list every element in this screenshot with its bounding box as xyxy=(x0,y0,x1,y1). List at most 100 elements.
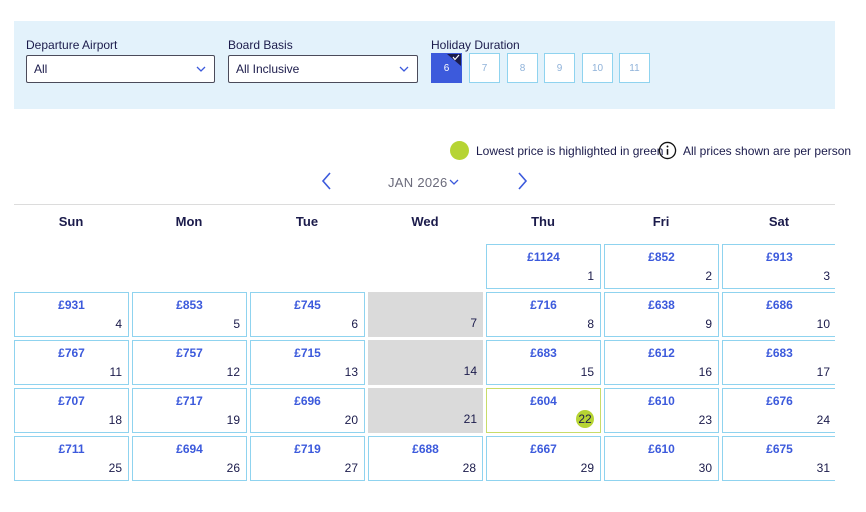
day-number: 1 xyxy=(587,269,594,283)
day-price: £711 xyxy=(58,442,85,456)
calendar-day-cell[interactable]: £711 25 xyxy=(14,436,129,481)
per-person-legend: All prices shown are per person xyxy=(683,144,852,158)
calendar-day-cell[interactable]: £696 20 xyxy=(250,388,365,433)
day-price: £767 xyxy=(58,346,85,360)
calendar-day-cell[interactable]: £612 16 xyxy=(604,340,719,385)
day-price: £1124 xyxy=(527,250,560,264)
day-price: £667 xyxy=(530,442,557,456)
day-price: £675 xyxy=(766,442,793,456)
duration-option-7[interactable]: 7 xyxy=(469,53,500,83)
calendar-day-cell[interactable]: £683 15 xyxy=(486,340,601,385)
calendar-day-cell[interactable]: £604 22 xyxy=(486,388,601,433)
weekday-fri: Fri xyxy=(652,214,670,229)
calendar-day-cell[interactable]: £715 13 xyxy=(250,340,365,385)
board-basis-select[interactable]: All Inclusive xyxy=(228,55,418,83)
day-number: 20 xyxy=(344,413,358,427)
calendar-day-unavailable: 7 xyxy=(368,292,483,337)
departure-airport-select[interactable]: All xyxy=(26,55,215,83)
day-price: £715 xyxy=(294,346,321,360)
day-number: 9 xyxy=(705,317,712,331)
weekday-tue: Tue xyxy=(295,214,319,229)
day-number: 10 xyxy=(816,317,830,331)
next-month-arrow-icon[interactable] xyxy=(515,172,529,190)
departure-airport-value: All xyxy=(34,62,48,76)
day-price: £694 xyxy=(176,442,203,456)
calendar-day-cell[interactable]: £931 4 xyxy=(14,292,129,337)
calendar-day-cell[interactable]: £707 18 xyxy=(14,388,129,433)
calendar-day-cell[interactable]: £757 12 xyxy=(132,340,247,385)
day-number: 27 xyxy=(344,461,358,475)
day-number: 13 xyxy=(344,365,358,379)
day-number: 24 xyxy=(816,413,830,427)
calendar-day-unavailable: 21 xyxy=(368,388,483,433)
day-price: £610 xyxy=(648,442,675,456)
calendar-day-cell[interactable]: £913 3 xyxy=(722,244,835,289)
weekday-mon: Mon xyxy=(175,214,203,229)
chevron-down-icon[interactable] xyxy=(449,177,459,187)
divider xyxy=(14,204,835,205)
day-number: 30 xyxy=(698,461,712,475)
calendar-day-cell[interactable]: £675 31 xyxy=(722,436,835,481)
duration-value: 6 xyxy=(443,63,450,74)
calendar-day-cell[interactable]: £852 2 xyxy=(604,244,719,289)
lowest-price-day-number: 22 xyxy=(576,410,594,428)
duration-option-9[interactable]: 9 xyxy=(544,53,575,83)
day-price: £757 xyxy=(176,346,203,360)
day-number: 4 xyxy=(115,317,122,331)
calendar-day-cell[interactable]: £853 5 xyxy=(132,292,247,337)
departure-airport-label: Departure Airport xyxy=(26,38,118,52)
day-price: £913 xyxy=(766,250,793,264)
calendar-day-cell[interactable]: £667 29 xyxy=(486,436,601,481)
weekday-sun: Sun xyxy=(58,214,84,229)
day-price: £604 xyxy=(530,394,557,408)
day-price: £853 xyxy=(176,298,203,312)
calendar-day-cell[interactable]: £716 8 xyxy=(486,292,601,337)
calendar-day-cell[interactable]: £676 24 xyxy=(722,388,835,433)
day-number: 31 xyxy=(816,461,830,475)
chevron-down-icon xyxy=(399,66,409,72)
calendar-day-unavailable: 14 xyxy=(368,340,483,385)
calendar-day-cell[interactable]: £610 23 xyxy=(604,388,719,433)
day-number: 12 xyxy=(226,365,240,379)
day-number: 14 xyxy=(463,364,477,378)
day-number: 15 xyxy=(580,365,594,379)
duration-value: 10 xyxy=(591,63,604,74)
month-selector[interactable]: JAN 2026 xyxy=(388,175,448,190)
calendar-grid: £1124 1 £852 2 £913 3 £931 4 £853 5 £745 6 7 £716 8 £63… xyxy=(14,243,835,485)
info-icon[interactable] xyxy=(658,141,677,160)
day-price: £931 xyxy=(58,298,85,312)
duration-option-8[interactable]: 8 xyxy=(507,53,538,83)
day-number: 23 xyxy=(698,413,712,427)
calendar-day-cell[interactable]: £719 27 xyxy=(250,436,365,481)
day-number: 7 xyxy=(470,316,477,330)
calendar-day-cell[interactable]: £688 28 xyxy=(368,436,483,481)
day-number: 28 xyxy=(462,461,476,475)
calendar-day-cell[interactable]: £683 17 xyxy=(722,340,835,385)
calendar-day-cell[interactable]: £610 30 xyxy=(604,436,719,481)
calendar-day-cell[interactable]: £745 6 xyxy=(250,292,365,337)
calendar-day-cell[interactable]: £638 9 xyxy=(604,292,719,337)
calendar-day-cell[interactable]: £1124 1 xyxy=(486,244,601,289)
calendar-day-cell[interactable]: £686 10 xyxy=(722,292,835,337)
duration-option-10[interactable]: 10 xyxy=(582,53,613,83)
day-number: 29 xyxy=(580,461,594,475)
calendar-day-cell[interactable]: £767 11 xyxy=(14,340,129,385)
duration-value: 9 xyxy=(556,63,563,74)
duration-value: 11 xyxy=(629,63,640,74)
previous-month-arrow-icon[interactable] xyxy=(320,172,334,190)
day-number: 6 xyxy=(351,317,358,331)
day-number: 17 xyxy=(816,365,830,379)
day-price: £745 xyxy=(294,298,321,312)
duration-option-6[interactable]: 6 xyxy=(431,53,462,83)
board-basis-value: All Inclusive xyxy=(236,62,300,76)
day-price: £638 xyxy=(648,298,675,312)
calendar-day-cell[interactable]: £717 19 xyxy=(132,388,247,433)
duration-option-11[interactable]: 11 xyxy=(619,53,650,83)
day-number: 25 xyxy=(108,461,122,475)
holiday-duration-label: Holiday Duration xyxy=(431,38,520,52)
calendar-day-cell[interactable]: £694 26 xyxy=(132,436,247,481)
day-price: £852 xyxy=(648,250,675,264)
day-number: 16 xyxy=(698,365,712,379)
day-price: £686 xyxy=(766,298,793,312)
weekday-sat: Sat xyxy=(768,214,790,229)
